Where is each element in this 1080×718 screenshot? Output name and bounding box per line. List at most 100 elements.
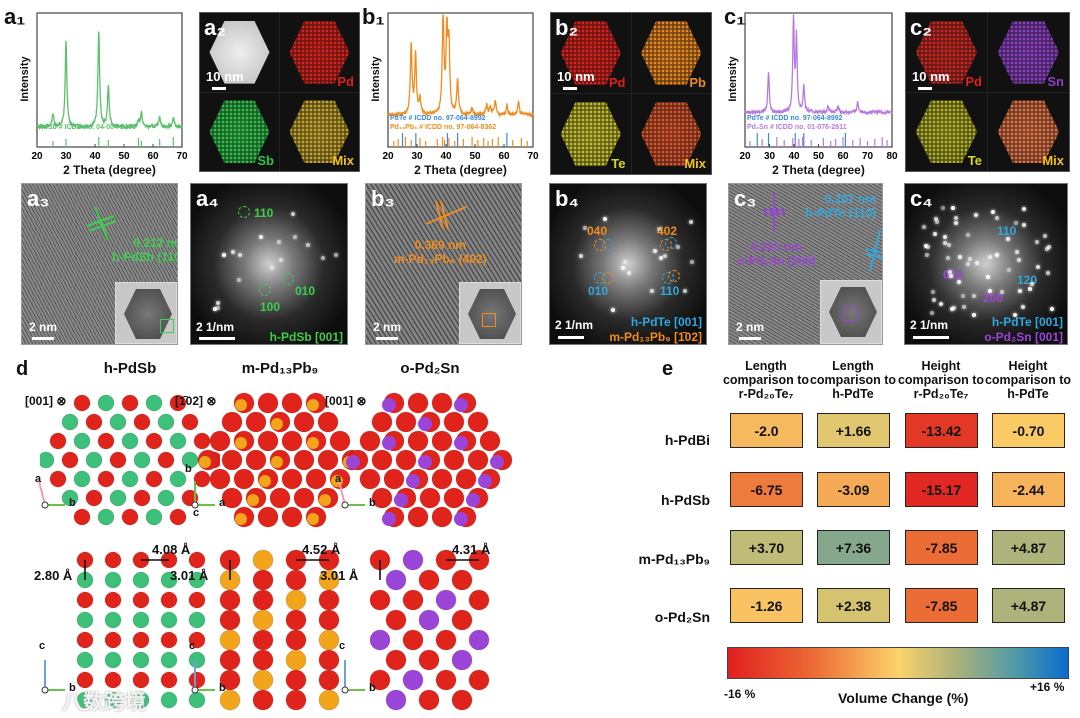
atom [407,392,429,414]
atom [402,549,424,571]
diffraction-spot [236,277,241,282]
panel-label-a3: a₃ [27,186,50,211]
x-axis-label: 2 Theta (degree) [414,163,507,177]
scale-bar-label: 10 nm [206,69,244,84]
atom [418,455,432,469]
atom [385,609,407,631]
diffraction-spot [1036,265,1041,270]
diffraction-spot [948,269,953,274]
atom [443,487,465,509]
element-label: Sb [257,153,274,168]
atom [285,689,307,711]
panel-label-c1: c₁ [724,4,746,29]
atom [133,489,151,507]
atom [169,470,187,488]
diffraction-spot [1013,312,1018,317]
diffraction-spot [334,253,339,258]
x-tick-label: 40 [788,151,800,162]
eds-map-te: Te [551,94,631,174]
diffraction-spot [663,254,668,259]
atom [418,649,440,671]
x-axis-label: 2 Theta (degree) [63,163,156,177]
diffraction-spot [952,306,957,311]
x-tick-label: 60 [147,151,159,162]
x-tick-label: 70 [527,151,539,162]
interatomic-distance-horizontal: 4.08 Å [152,542,191,557]
atom [454,436,468,450]
plane-label-pd2sn: o-Pd₂Sn (200) [737,254,816,268]
atom [104,691,122,709]
element-label: Mix [1042,153,1064,168]
eds-map-pb: Pb [631,13,711,93]
inset-tem [115,282,177,344]
diffraction-spot [320,255,325,260]
atom [132,691,150,709]
atom [40,451,55,469]
atom [233,468,255,490]
fft-pattern-c4: c₄ 110 120 020 200 2 1/nm h-PdTe [001] o… [904,183,1068,345]
diffraction-spot [943,234,948,239]
colorbar [727,647,1069,679]
eds-map-a2: Pd Sb Mix a₂ 10 nm [199,12,360,172]
heatmap-cell: -2.44 [992,472,1065,507]
panel-label-c4: c₄ [910,186,933,211]
diffraction-spot [954,220,958,225]
diffraction-spot [675,245,680,250]
atom [451,689,473,711]
heatmap-cell: +4.87 [992,588,1065,623]
diffraction-spot [293,234,298,239]
x-tick-label: 20 [739,151,751,162]
diffraction-spot [987,288,992,293]
diffraction-spot [972,312,977,317]
diffraction-spot [652,249,657,254]
atom [160,651,178,669]
atom [252,629,274,651]
atom [104,591,122,609]
x-axis-label: 2 Theta (degree) [772,163,865,177]
diffraction-spot [689,220,694,225]
atom [281,392,303,414]
panel-label-b3: b₃ [371,186,395,211]
atom [49,432,67,450]
diffraction-spot [931,298,936,303]
atom [385,649,407,671]
reference-label: PdTe # ICDD no. 97-064-8992 [747,115,843,122]
atom [443,411,465,433]
atom [252,549,274,571]
atom [247,494,259,506]
atom [104,651,122,669]
atom [199,456,211,468]
fft-pattern-b4: b₄ 040 402 010 110 2 1/nm h-PdTe [001] m… [549,183,707,345]
scale-bar-label: 2 1/nm [910,318,949,332]
atom [132,671,150,689]
panel-label-a2: a₂ [204,15,227,40]
atom [285,669,307,691]
atom [454,398,468,412]
diffraction-spot [995,252,1000,257]
atom [418,689,440,711]
x-tick-label: 60 [837,151,849,162]
diffraction-spot [603,216,608,221]
heatmap-cell: -7.85 [905,588,978,623]
atom [271,456,283,468]
panel-label-b1: b₁ [362,4,385,29]
atom [369,589,391,611]
diffraction-spot [935,220,940,225]
atom [76,611,94,629]
eds-map-mix: Mix [280,92,359,171]
heatmap-cell: -15.17 [905,472,978,507]
diffraction-spot [925,252,930,257]
atom [219,609,241,631]
atom [252,609,274,631]
x-tick-label: 70 [176,151,188,162]
panel-label-c2: c₂ [910,15,933,40]
colorbar-min-label: -16 % [724,687,756,701]
atom [259,475,271,487]
axis-indicator-top [338,480,365,509]
atom [169,508,187,526]
interatomic-distance-horizontal: 4.31 Å [452,542,491,557]
atom [359,430,381,452]
atom [285,649,307,671]
diffraction-spot [578,254,583,259]
atom [431,430,453,452]
